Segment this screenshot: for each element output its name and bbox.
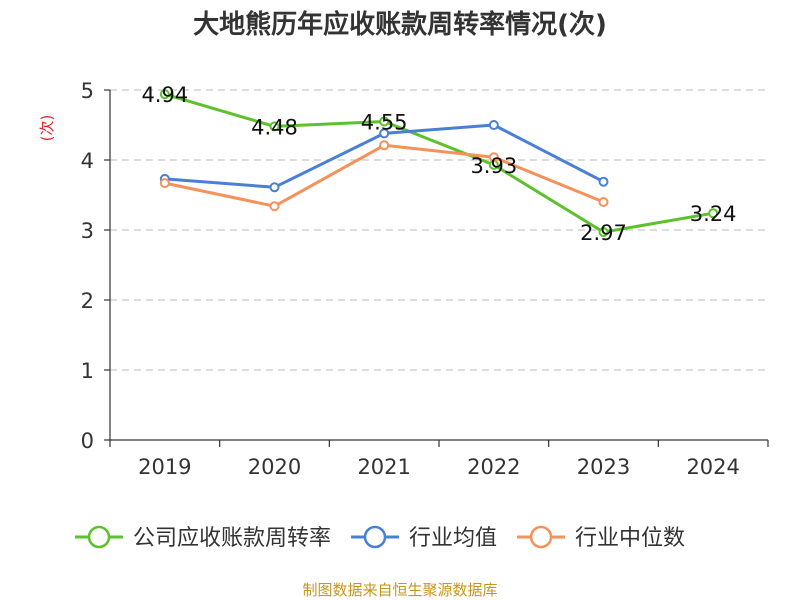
legend[interactable]: 公司应收账款周转率 行业均值 行业中位数 <box>75 525 685 551</box>
legend-marker <box>363 525 387 549</box>
grid-lines <box>110 89 768 371</box>
data-point <box>598 176 609 187</box>
legend-marker <box>87 525 111 549</box>
legend-item[interactable]: 行业中位数 <box>517 525 685 551</box>
data-point <box>269 201 280 212</box>
y-tick-label: 1 <box>81 359 94 383</box>
data-point <box>269 182 280 193</box>
data-label: 2.97 <box>580 221 627 245</box>
x-axis: 2019 2020 2021 2022 2023 2024 <box>109 439 769 479</box>
legend-label: 行业中位数 <box>575 526 685 551</box>
x-tick-label: 2024 <box>686 455 739 479</box>
x-tick-label: 2023 <box>577 455 630 479</box>
data-label: 3.93 <box>470 154 517 178</box>
y-axis-label: (次) <box>38 115 56 142</box>
y-axis-ticks: 0 1 2 3 4 5 <box>81 79 111 453</box>
data-label: 3.24 <box>690 202 737 226</box>
data-point <box>159 178 170 189</box>
chart-title: 大地熊历年应收账款周转率情况(次) <box>193 9 607 40</box>
data-point <box>379 116 390 127</box>
data-point <box>488 152 499 163</box>
data-point <box>598 197 609 207</box>
y-tick-label: 0 <box>81 429 94 453</box>
y-tick-label: 4 <box>81 149 94 173</box>
y-tick-label: 3 <box>81 219 94 243</box>
series-line <box>164 92 714 234</box>
data-point <box>159 89 170 100</box>
y-tick-label: 5 <box>81 79 94 103</box>
series-lines <box>159 89 719 238</box>
data-labels: 4.94 4.48 4.55 3.93 2.97 3.24 <box>141 83 736 245</box>
data-label: 4.94 <box>141 83 188 107</box>
legend-label: 行业均值 <box>409 526 497 551</box>
series-line <box>164 143 605 208</box>
legend-item[interactable]: 公司应收账款周转率 <box>75 525 331 551</box>
x-tick-label: 2020 <box>248 455 301 479</box>
x-tick-label: 2019 <box>138 455 191 479</box>
data-label: 4.48 <box>251 115 298 139</box>
data-point <box>379 128 390 139</box>
legend-marker <box>529 525 553 549</box>
data-point <box>379 140 390 151</box>
x-tick-label: 2022 <box>467 455 520 479</box>
data-point <box>269 121 280 132</box>
x-tick-label: 2021 <box>357 455 410 479</box>
data-label: 4.55 <box>361 111 408 135</box>
source-note: 制图数据来自恒生聚源数据库 <box>302 581 497 599</box>
y-tick-label: 2 <box>81 289 94 313</box>
legend-label: 公司应收账款周转率 <box>133 526 331 551</box>
data-point <box>598 227 609 238</box>
data-point <box>708 208 719 219</box>
data-point <box>488 120 499 130</box>
legend-item[interactable]: 行业均值 <box>351 525 497 551</box>
